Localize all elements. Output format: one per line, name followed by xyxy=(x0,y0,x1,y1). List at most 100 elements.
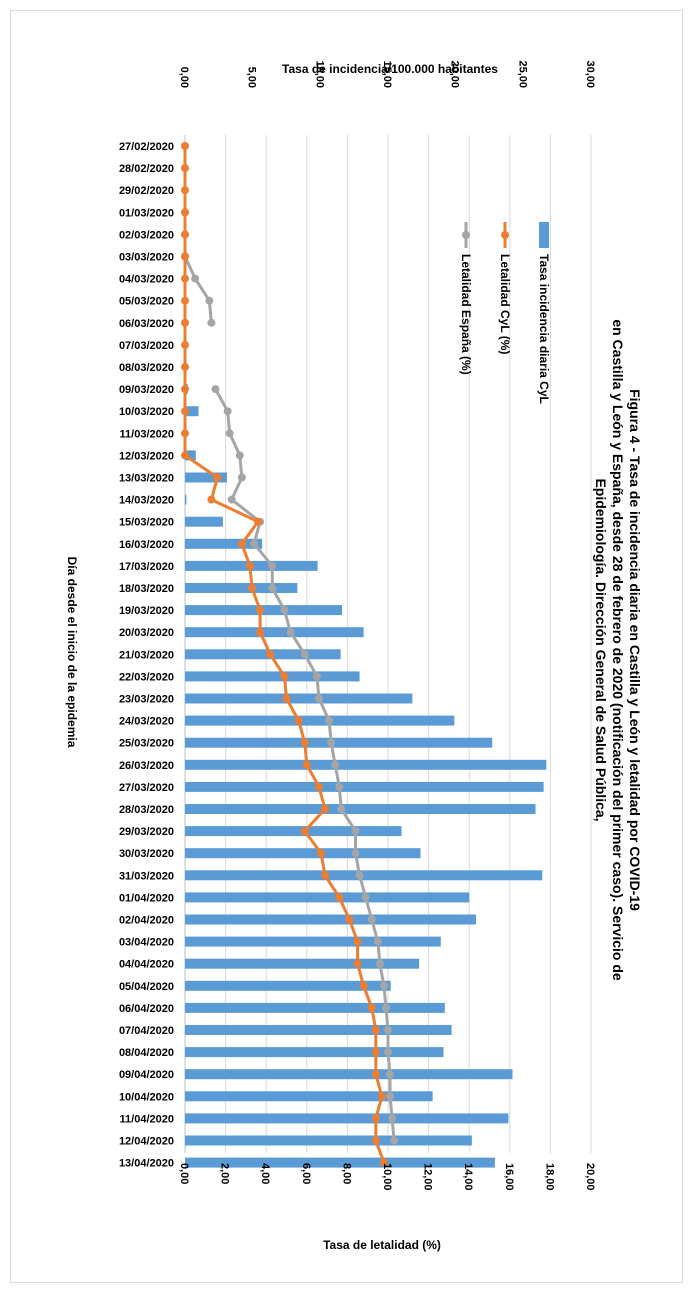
point-spain xyxy=(327,738,336,747)
point-cyl xyxy=(254,517,263,526)
bar xyxy=(185,980,391,991)
category-tick-label: 08/03/2020 xyxy=(119,362,174,374)
point-cyl xyxy=(314,782,323,791)
lethality-lines xyxy=(181,142,399,1167)
bar xyxy=(185,627,364,638)
category-tick-label: 02/03/2020 xyxy=(119,229,174,241)
point-spain xyxy=(351,827,360,836)
point-spain xyxy=(286,628,295,637)
lethality-tick-label: 14,00 xyxy=(462,1163,474,1191)
gridlines xyxy=(184,135,592,1153)
bar xyxy=(185,892,470,903)
point-cyl xyxy=(256,606,265,615)
legend-marker-cyl xyxy=(501,231,509,239)
category-tick-label: 23/03/2020 xyxy=(119,694,174,706)
point-spain xyxy=(211,385,220,394)
category-tick-label: 07/04/2020 xyxy=(119,1025,174,1037)
bar xyxy=(185,804,536,814)
point-spain xyxy=(227,495,236,504)
point-cyl xyxy=(181,252,189,261)
point-cyl xyxy=(371,1114,380,1123)
legend-marker-spain xyxy=(462,231,470,239)
category-tick-label: 09/04/2020 xyxy=(119,1069,174,1081)
incidence-tick-label: 0,00 xyxy=(178,67,190,88)
chart-frame xyxy=(10,10,683,1283)
bar xyxy=(185,693,413,704)
category-tick-label: 30/03/2020 xyxy=(119,848,174,860)
point-cyl xyxy=(181,296,189,305)
point-cyl xyxy=(181,230,189,239)
point-spain xyxy=(207,318,216,327)
legend-item-cyl: Letalidad CyL (%) xyxy=(498,222,512,354)
legend-item-incidence: Tasa incidencia diaria CyL xyxy=(537,222,551,404)
point-cyl xyxy=(181,451,189,460)
bar xyxy=(185,1025,452,1035)
category-tick-label: 04/03/2020 xyxy=(119,274,174,286)
legend-item-spain: Letalidad España (%) xyxy=(459,222,473,375)
bar xyxy=(185,715,455,726)
lethality-tick-label: 12,00 xyxy=(422,1163,434,1191)
series-line-spain xyxy=(183,212,213,323)
incidence-axis-label: Tasa de incidencia/100.000 habitantes xyxy=(282,62,498,76)
point-spain xyxy=(337,805,346,813)
point-cyl xyxy=(247,584,256,592)
point-cyl xyxy=(371,1136,380,1145)
point-spain xyxy=(235,451,244,460)
category-tick-label: 06/04/2020 xyxy=(119,1003,174,1015)
title-line-2: en Castilla y León y España, desde 28 de… xyxy=(610,319,626,981)
point-cyl xyxy=(207,495,216,504)
category-tick-label: 31/03/2020 xyxy=(119,870,174,882)
category-tick-label: 13/03/2020 xyxy=(119,473,174,485)
category-tick-label: 20/03/2020 xyxy=(119,627,174,639)
category-axis-label: Día desde el inicio de la epidemia xyxy=(65,557,79,748)
bar xyxy=(185,1069,513,1080)
category-tick-label: 05/03/2020 xyxy=(119,296,174,308)
category-tick-label: 03/03/2020 xyxy=(119,252,174,264)
legend-label-spain: Letalidad España (%) xyxy=(459,254,473,375)
point-cyl xyxy=(256,628,265,637)
point-cyl xyxy=(321,871,330,880)
incidence-tick-label: 20,00 xyxy=(449,60,461,88)
point-cyl xyxy=(300,738,309,747)
point-cyl xyxy=(181,142,189,150)
lethality-tick-label: 18,00 xyxy=(543,1163,555,1191)
bar xyxy=(185,538,263,549)
bar xyxy=(185,826,402,837)
point-cyl xyxy=(181,274,189,283)
legend: Tasa incidencia diaria CyL Letalidad CyL… xyxy=(459,222,551,404)
category-tick-label: 19/03/2020 xyxy=(119,605,174,617)
point-spain xyxy=(390,1136,399,1145)
category-tick-label: 21/03/2020 xyxy=(119,649,174,661)
point-cyl xyxy=(317,849,326,858)
category-tick-label: 17/03/2020 xyxy=(119,561,174,573)
incidence-tick-label: 5,00 xyxy=(246,67,258,88)
point-spain xyxy=(361,893,370,902)
point-spain xyxy=(367,915,376,924)
lethality-tick-label: 20,00 xyxy=(584,1163,596,1191)
point-spain xyxy=(375,959,384,968)
bar xyxy=(185,406,199,417)
category-tick-label: 24/03/2020 xyxy=(119,716,174,728)
bar xyxy=(185,1091,433,1102)
point-spain xyxy=(331,760,340,769)
category-tick-label: 07/03/2020 xyxy=(119,340,174,352)
point-spain xyxy=(223,407,232,416)
point-cyl xyxy=(282,694,291,703)
category-tick-label: 01/03/2020 xyxy=(119,207,174,219)
lethality-tick-label: 16,00 xyxy=(503,1163,515,1191)
title-line-3: Epidemiología. Dirección General de Salu… xyxy=(593,478,609,821)
bar xyxy=(185,516,223,527)
point-cyl xyxy=(335,893,344,902)
category-tick-label: 10/04/2020 xyxy=(119,1091,174,1103)
point-cyl xyxy=(181,340,189,349)
category-tick-label: 11/03/2020 xyxy=(120,428,174,440)
category-tick-label: 26/03/2020 xyxy=(119,760,174,772)
bar xyxy=(185,671,360,682)
category-tick-label: 13/04/2020 xyxy=(119,1158,174,1170)
point-cyl xyxy=(181,164,189,173)
bar xyxy=(185,494,187,505)
point-spain xyxy=(314,694,323,703)
category-tick-label: 09/03/2020 xyxy=(119,384,174,396)
point-cyl xyxy=(353,959,362,968)
